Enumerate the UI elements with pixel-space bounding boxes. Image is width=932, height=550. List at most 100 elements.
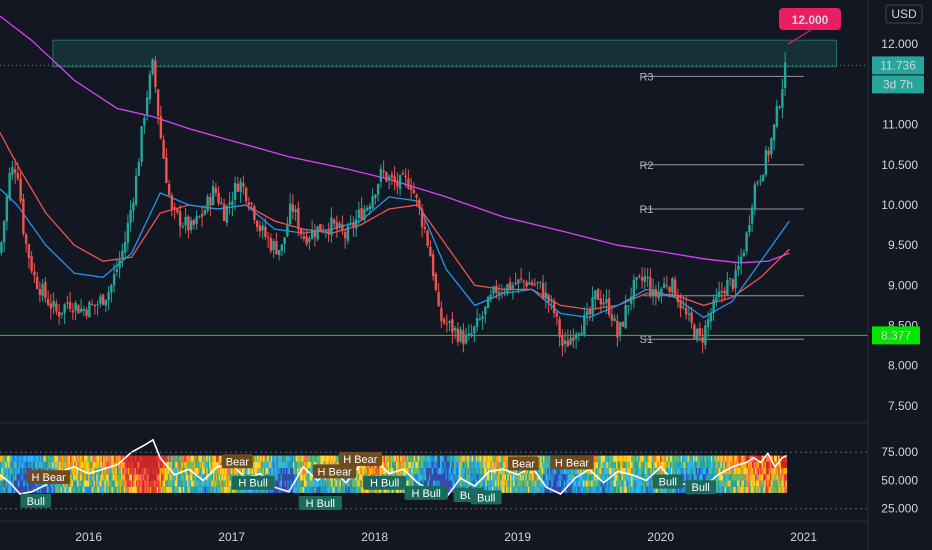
candle-body[interactable] [632,279,636,299]
candle-body[interactable] [71,310,75,313]
candle-body[interactable] [294,209,297,213]
divergence-tag[interactable] [363,475,407,490]
candle-body[interactable] [327,230,330,235]
candle-body[interactable] [151,59,154,74]
candle-body[interactable] [123,242,127,253]
candle-body[interactable] [420,209,424,228]
candle-body[interactable] [288,203,292,224]
price-axis[interactable]: 12.00011.50011.00010.50010.0009.5009.000… [881,37,918,413]
candle-body[interactable] [374,194,377,198]
candle-body[interactable] [302,236,306,239]
last-price-tag[interactable] [872,56,924,75]
divergence-tag[interactable] [685,480,717,495]
candle-body[interactable] [759,179,762,182]
candle-body[interactable] [489,294,493,300]
candle-body[interactable] [456,328,460,342]
candle-body[interactable] [404,175,407,178]
candle-body[interactable] [459,329,462,342]
candle-body[interactable] [720,290,724,293]
support-price-tag[interactable] [872,326,920,345]
candle-body[interactable] [60,312,64,315]
candle-body[interactable] [393,176,396,183]
candle-body[interactable] [253,206,256,220]
divergence-tag[interactable] [27,470,71,485]
candle-body[interactable] [167,183,171,195]
candle-body[interactable] [550,299,553,302]
candle-body[interactable] [13,169,17,173]
candle-body[interactable] [547,294,550,303]
candle-body[interactable] [492,286,495,294]
candle-body[interactable] [649,277,652,296]
divergence-tag[interactable] [507,456,539,471]
candle-body[interactable] [640,277,644,281]
candle-body[interactable] [508,281,512,290]
candle-body[interactable] [396,180,399,187]
candle-body[interactable] [66,302,69,304]
candle-body[interactable] [574,334,578,339]
candle-body[interactable] [352,222,355,228]
candle-body[interactable] [368,205,372,210]
candle-body[interactable] [38,289,42,296]
candle-body[interactable] [24,234,28,244]
candle-body[interactable] [110,284,113,293]
candle-body[interactable] [93,304,97,307]
candle-body[interactable] [618,322,622,337]
candle-body[interactable] [77,305,80,314]
candle-body[interactable] [217,192,220,204]
candle-body[interactable] [580,332,583,335]
candle-body[interactable] [426,230,429,246]
candle-body[interactable] [242,183,245,187]
candle-body[interactable] [68,302,72,309]
candle-body[interactable] [704,325,707,346]
divergence-tag[interactable] [404,485,448,500]
candle-body[interactable] [473,326,476,334]
candle-body[interactable] [676,294,680,303]
candle-body[interactable] [462,330,465,345]
candle-body[interactable] [756,182,759,184]
candle-body[interactable] [451,319,454,333]
candle-body[interactable] [412,189,416,194]
time-axis[interactable]: 2016 2017 2018 2019 2020 2021 [75,530,817,544]
divergence-tag[interactable] [550,455,594,470]
candle-body[interactable] [660,288,663,295]
candle-body[interactable] [27,244,31,259]
candle-body[interactable] [376,184,380,195]
candle-body[interactable] [299,228,303,235]
candle-body[interactable] [717,291,721,297]
target-callout[interactable] [779,8,841,30]
candle-body[interactable] [453,327,457,331]
candle-body[interactable] [407,178,410,189]
candle-body[interactable] [541,282,545,299]
candle-body[interactable] [101,294,105,305]
candle-body[interactable] [607,298,611,316]
candle-body[interactable] [563,340,567,344]
candle-body[interactable] [107,292,110,301]
candle-body[interactable] [475,318,479,328]
candle-body[interactable] [770,138,773,155]
candle-body[interactable] [423,227,427,229]
candle-body[interactable] [544,292,548,299]
candle-body[interactable] [415,194,418,198]
candle-body[interactable] [728,278,732,280]
candle-body[interactable] [651,289,655,297]
candle-body[interactable] [148,74,152,100]
candle-body[interactable] [536,282,539,284]
candle-body[interactable] [712,299,715,313]
candle-body[interactable] [82,308,86,311]
candle-body[interactable] [693,324,696,339]
candle-body[interactable] [258,225,262,232]
candle-body[interactable] [379,168,383,182]
candle-body[interactable] [690,312,693,323]
candle-body[interactable] [181,226,185,228]
candle-body[interactable] [250,202,253,205]
candle-body[interactable] [750,207,754,224]
candle-body[interactable] [52,300,55,307]
candle-body[interactable] [187,216,190,231]
candle-body[interactable] [63,304,66,313]
candle-body[interactable] [484,306,487,315]
candle-body[interactable] [643,276,647,282]
candle-body[interactable] [442,318,446,324]
